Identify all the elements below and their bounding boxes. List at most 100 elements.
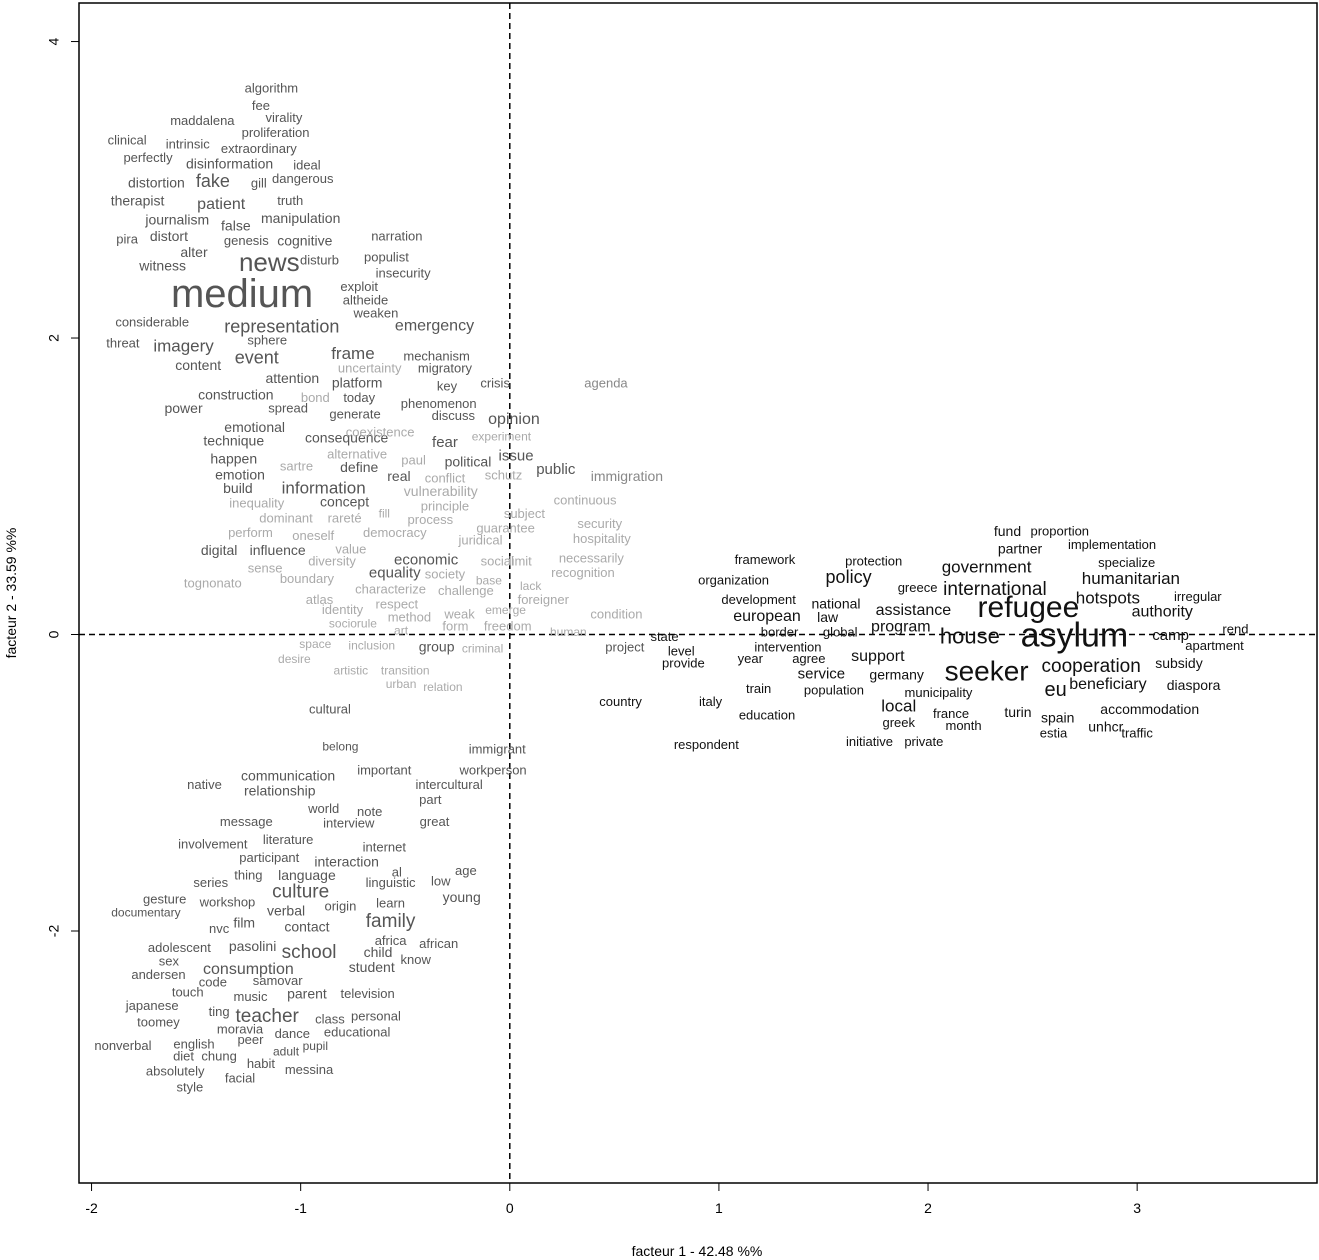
word-label: japanese	[125, 998, 179, 1013]
word-label: fake	[196, 171, 230, 191]
word-label: event	[235, 348, 279, 368]
x-tick-label: -2	[85, 1200, 98, 1216]
reference-lines	[79, 3, 1317, 1183]
word-label: young	[443, 889, 481, 905]
word-label: sphere	[247, 332, 287, 347]
word-label: narration	[371, 229, 422, 244]
word-label: nonverbal	[94, 1038, 151, 1053]
word-label: emotion	[215, 467, 265, 483]
word-label: european	[733, 608, 801, 625]
word-label: andersen	[131, 967, 185, 982]
word-label: workshop	[199, 894, 256, 909]
word-label: development	[721, 592, 796, 607]
word-label: facial	[225, 1071, 255, 1086]
word-label: perform	[228, 525, 273, 540]
word-label: weaken	[353, 306, 399, 321]
word-label: seeker	[945, 655, 1029, 686]
word-label: build	[223, 480, 253, 496]
word-label: nvc	[209, 921, 230, 936]
word-label: foreigner	[518, 592, 570, 607]
word-label: inequality	[229, 495, 284, 510]
word-label: low	[431, 874, 451, 889]
word-label: transition	[381, 664, 430, 678]
word-label: rareté	[328, 510, 362, 525]
word-label: literature	[263, 832, 314, 847]
word-label: diaspora	[1167, 677, 1221, 693]
word-label: house	[940, 623, 1000, 648]
word-label: respondent	[674, 737, 739, 752]
word-label: coexistence	[346, 424, 415, 439]
word-label: today	[343, 390, 375, 405]
word-label: international	[943, 579, 1047, 600]
word-label: greece	[898, 580, 938, 595]
word-label: continuous	[554, 493, 617, 508]
word-label: vulnerability	[404, 483, 478, 499]
word-label: rend	[1222, 621, 1248, 636]
word-label: authority	[1132, 603, 1193, 620]
word-label: perfectly	[123, 150, 173, 165]
word-label: atlas	[306, 592, 334, 607]
word-label: spread	[268, 401, 308, 416]
word-label: hotspots	[1076, 588, 1140, 607]
word-label: maddalena	[170, 113, 235, 128]
word-label: interaction	[314, 854, 379, 870]
word-label: identity	[322, 602, 364, 617]
word-label: fear	[432, 434, 458, 451]
x-tick-label: 3	[1133, 1200, 1141, 1216]
y-tick-label: 0	[46, 630, 62, 638]
word-label: absolutely	[146, 1063, 205, 1078]
word-label: therapist	[111, 192, 165, 208]
word-label: insecurity	[376, 266, 431, 281]
word-label: value	[335, 541, 366, 556]
word-label: country	[599, 694, 642, 709]
word-label: content	[175, 357, 221, 373]
word-label: respect	[376, 596, 419, 611]
word-label: power	[164, 400, 202, 416]
word-label: population	[804, 682, 864, 697]
word-label: organization	[698, 573, 769, 588]
word-label: france	[933, 706, 969, 721]
word-label: music	[234, 989, 268, 1004]
word-label: message	[220, 814, 273, 829]
word-label: representation	[224, 316, 339, 336]
word-label: imagery	[153, 336, 214, 355]
word-label: estia	[1040, 725, 1068, 740]
word-label: platform	[332, 375, 383, 391]
word-label: inclusion	[348, 639, 395, 653]
word-label: private	[904, 734, 943, 749]
word-label: issue	[499, 448, 534, 465]
word-label: artistic	[334, 664, 369, 678]
word-label: criminal	[462, 642, 503, 656]
word-label: lack	[520, 579, 542, 593]
word-label: phenomenon	[401, 396, 477, 411]
word-label: documentary	[111, 905, 180, 919]
word-label: threat	[106, 335, 140, 350]
word-label: implementation	[1068, 537, 1156, 552]
word-label: workperson	[458, 762, 526, 777]
word-label: medium	[171, 272, 313, 316]
word-label: framework	[735, 552, 796, 567]
x-tick-label: 2	[924, 1200, 932, 1216]
word-label: al	[392, 865, 402, 880]
word-label: oneself	[292, 528, 334, 543]
word-label: experiment	[472, 430, 532, 444]
word-label: english	[173, 1037, 214, 1052]
word-label: influence	[250, 542, 306, 558]
word-label: sociorule	[329, 616, 377, 630]
word-label: assistance	[876, 602, 952, 619]
word-label: migratory	[418, 361, 473, 376]
word-label: project	[605, 639, 644, 654]
word-label: opinion	[488, 411, 540, 428]
word-label: spain	[1041, 710, 1074, 726]
word-label: africa	[375, 933, 408, 948]
x-axis-title: facteur 1 - 42.48 %%	[632, 1243, 763, 1259]
word-label: juridical	[457, 533, 502, 548]
word-label: define	[340, 459, 378, 475]
word-label: dance	[275, 1026, 310, 1041]
word-label: fund	[994, 523, 1021, 539]
word-label: journalism	[144, 212, 209, 228]
word-label: immigration	[591, 468, 663, 484]
word-label: ting	[209, 1004, 230, 1019]
word-label: cooperation	[1042, 656, 1141, 677]
